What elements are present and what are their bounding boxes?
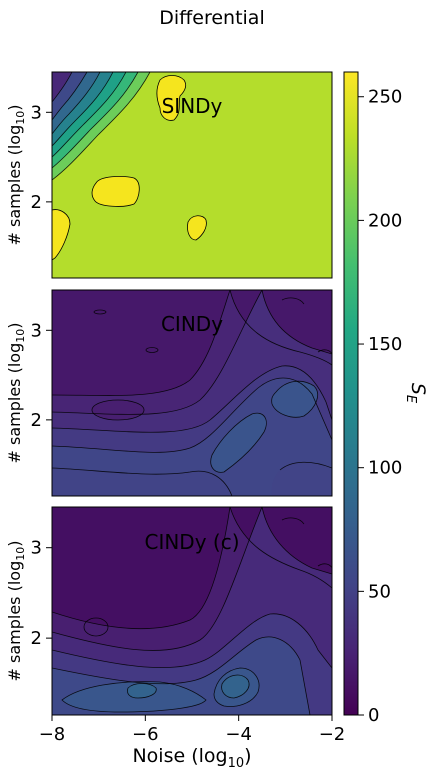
ylabel-panel-1: # samples (log10): [5, 323, 27, 464]
ylabel-panel-0: # samples (log10): [5, 105, 27, 246]
x-tick-label: −2: [319, 724, 346, 745]
ylabel-panel-2: # samples (log10): [5, 541, 27, 682]
y-tick-label: 3: [31, 102, 42, 123]
sindy-peak-mid: [91, 176, 140, 207]
sindy-peak-right: [187, 215, 207, 241]
colorbar: 0 50 100 150 200 250 SE: [343, 71, 429, 726]
y-tick-label: 2: [31, 192, 42, 213]
colorbar-tick-label: 200: [368, 210, 402, 231]
figure-title: Differential: [159, 7, 264, 29]
panel-label-cindy-c: CINDy (c): [144, 530, 239, 554]
y-tick-label: 3: [31, 538, 42, 559]
panel-label-sindy: SINDy: [162, 94, 223, 118]
y-axis-labels: # samples (log10) # samples (log10) # sa…: [5, 105, 27, 682]
y-tick-label: 2: [31, 410, 42, 431]
panel-sindy: SINDy: [51, 71, 333, 279]
sindy-peak-top: [156, 75, 187, 121]
x-tick-label: −6: [132, 724, 159, 745]
colorbar-gradient: [343, 71, 359, 716]
colorbar-tick-label: 50: [368, 581, 391, 602]
x-tick-label: −8: [39, 724, 66, 745]
x-axis-label: Noise (log10): [132, 745, 251, 771]
x-tick-label: −4: [225, 724, 252, 745]
y-ticks: 2 3 2 3 2 3: [31, 102, 52, 649]
colorbar-ticks: 0 50 100 150 200 250: [358, 87, 402, 726]
y-tick-label: 3: [31, 320, 42, 341]
colorbar-tick-label: 0: [368, 705, 379, 726]
panel-label-cindy: CINDy: [161, 312, 223, 336]
sindy-band-7: [52, 72, 72, 102]
y-tick-label: 2: [31, 628, 42, 649]
cindy-c-peak-left: [127, 683, 157, 698]
colorbar-tick-label: 150: [368, 334, 402, 355]
panel-cindy-c: CINDy (c): [51, 506, 333, 716]
cindy-peak-mid: [210, 413, 267, 473]
colorbar-tick-label: 100: [368, 458, 402, 479]
x-ticks: −8 −6 −4 −2: [39, 715, 346, 745]
cindy-peak-upper: [271, 381, 318, 418]
panel-cindy: CINDy: [51, 289, 333, 497]
cindy-c-peak-right: [221, 675, 250, 698]
sindy-peak-left: [52, 209, 71, 261]
colorbar-tick-label: 250: [368, 87, 402, 108]
colorbar-label: SE: [403, 383, 429, 404]
